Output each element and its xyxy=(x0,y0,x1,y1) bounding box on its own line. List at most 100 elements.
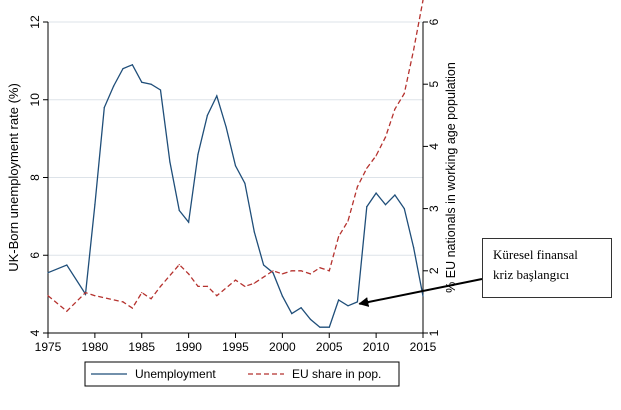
legend-box xyxy=(84,361,400,387)
data-point-1-1985 xyxy=(141,291,143,294)
data-point-1-1992 xyxy=(206,285,208,287)
annotation-arrow-line xyxy=(358,278,483,307)
data-point-1-2009 xyxy=(366,167,368,169)
data-point-1-2004 xyxy=(319,267,321,269)
data-point-1-1999 xyxy=(272,270,274,272)
data-point-0-2012 xyxy=(394,194,396,196)
data-point-0-1991 xyxy=(197,153,199,155)
x-tick-label-1975: 1975 xyxy=(35,340,62,354)
data-point-1-2015 xyxy=(422,0,424,1)
data-point-0-1980 xyxy=(94,204,96,206)
data-point-0-1995 xyxy=(234,165,237,167)
data-point-0-2011 xyxy=(384,204,387,206)
data-point-1-2006 xyxy=(338,235,340,238)
data-point-0-1990 xyxy=(188,221,190,223)
x-tick-label-1995: 1995 xyxy=(222,340,249,354)
data-point-1-1979 xyxy=(84,291,87,294)
data-point-0-1984 xyxy=(131,64,133,66)
data-point-1-2000 xyxy=(281,273,283,275)
data-point-0-1992 xyxy=(206,114,208,116)
data-point-1-1995 xyxy=(234,279,237,281)
y-left-tick-label-4: 4 xyxy=(28,329,42,336)
legend-label-0: Unemployment xyxy=(135,367,216,381)
data-point-0-2006 xyxy=(338,299,340,301)
data-point-1-1990 xyxy=(188,273,190,275)
x-tick-label-1990: 1990 xyxy=(175,340,202,354)
legend-label-1: EU share in pop. xyxy=(292,367,381,381)
annotation-text-line2: kriz başlangıcı xyxy=(493,267,570,282)
y-right-tick-label-3: 3 xyxy=(427,205,441,212)
data-point-1-1977 xyxy=(66,310,68,312)
x-tick-label-2000: 2000 xyxy=(269,340,296,354)
data-point-1-2011 xyxy=(384,136,387,138)
data-point-0-1997 xyxy=(253,231,255,233)
data-point-0-2001 xyxy=(291,312,293,315)
x-tick-label-2005: 2005 xyxy=(316,340,343,354)
y-left-tick-label-12: 12 xyxy=(28,15,42,29)
y-right-tick-label-4: 4 xyxy=(427,143,441,150)
data-point-1-1980 xyxy=(94,295,96,297)
data-point-0-1996 xyxy=(244,182,246,184)
data-point-0-1989 xyxy=(178,209,180,212)
data-point-0-2013 xyxy=(403,208,405,210)
series-line-eu-share xyxy=(47,0,424,313)
y-left-tick-label-6: 6 xyxy=(28,252,42,259)
data-point-0-1993 xyxy=(216,95,218,97)
data-point-0-1982 xyxy=(113,85,115,87)
data-point-0-1983 xyxy=(122,68,124,70)
data-point-1-2013 xyxy=(403,92,405,95)
y-right-tick-label-5: 5 xyxy=(427,81,441,88)
data-point-0-1985 xyxy=(141,81,143,83)
data-point-0-1994 xyxy=(225,126,227,128)
data-point-0-2009 xyxy=(366,206,368,208)
data-point-1-1987 xyxy=(159,285,162,287)
data-point-1-2002 xyxy=(300,270,302,272)
data-point-1-1989 xyxy=(178,263,180,266)
x-tick-label-1985: 1985 xyxy=(128,340,155,354)
annotation-callout-box: Küresel finansal kriz başlangıcı xyxy=(482,238,612,298)
data-point-1-2014 xyxy=(413,49,415,51)
data-point-0-1988 xyxy=(169,161,171,163)
data-point-0-2015 xyxy=(422,295,424,297)
data-point-0-2005 xyxy=(328,326,330,328)
data-point-0-2004 xyxy=(319,326,321,328)
data-point-1-1984 xyxy=(131,307,133,309)
data-point-1-2008 xyxy=(356,186,358,188)
data-point-1-1983 xyxy=(122,301,124,303)
x-tick-label-2015: 2015 xyxy=(410,340,437,354)
data-point-1-2007 xyxy=(347,220,349,222)
data-point-0-1987 xyxy=(159,89,162,91)
data-point-1-1991 xyxy=(197,285,199,287)
data-point-0-2010 xyxy=(375,192,377,194)
data-point-1-2010 xyxy=(375,155,377,157)
data-point-1-1975 xyxy=(47,295,49,297)
x-tick-label-2010: 2010 xyxy=(363,340,390,354)
data-point-0-2007 xyxy=(347,305,349,307)
y-left-tick-label-10: 10 xyxy=(28,93,42,107)
data-point-1-1993 xyxy=(216,295,218,297)
data-point-0-1975 xyxy=(47,272,49,274)
legend: Unemployment EU share in pop. xyxy=(84,361,400,387)
y-left-axis-title: UK-Born unemployment rate (%) xyxy=(6,83,21,272)
data-point-0-1977 xyxy=(66,264,68,266)
series-layer xyxy=(47,0,424,328)
annotation-text-line1: Küresel finansal xyxy=(493,247,578,262)
data-point-0-1986 xyxy=(150,83,152,85)
y-left-tick-label-8: 8 xyxy=(28,174,42,181)
data-point-0-2003 xyxy=(309,318,312,320)
data-point-0-2002 xyxy=(300,307,302,309)
annotation-arrow xyxy=(358,278,483,307)
y-right-tick-label-2: 2 xyxy=(427,267,441,274)
x-tick-label-1980: 1980 xyxy=(82,340,109,354)
data-point-1-2003 xyxy=(309,273,312,275)
axes: 1975 1980 1985 1990 1995 2000 2005 2010 2015 4 6 8 1… xyxy=(6,15,458,354)
data-point-1-2001 xyxy=(291,270,293,272)
y-right-tick-label-1: 1 xyxy=(427,329,441,336)
data-point-0-1998 xyxy=(263,264,265,266)
data-point-0-2014 xyxy=(413,246,415,249)
data-point-1-1997 xyxy=(253,282,255,284)
data-point-1-1986 xyxy=(150,298,152,300)
